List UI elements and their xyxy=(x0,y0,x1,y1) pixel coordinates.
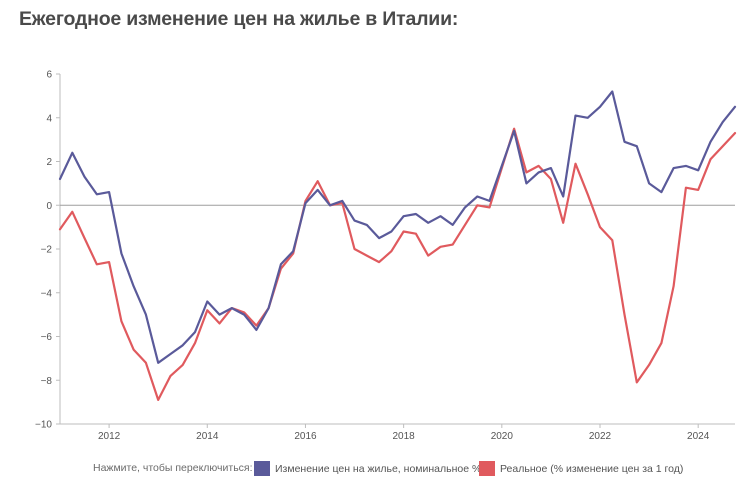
x-tick-label: 2012 xyxy=(98,431,121,442)
y-tick-label: −4 xyxy=(41,288,53,299)
legend-swatch-nominal xyxy=(254,461,270,476)
y-tick-label: −6 xyxy=(41,332,53,343)
y-tick-label: −8 xyxy=(41,376,53,387)
series-line-nominal xyxy=(58,90,737,364)
y-tick-label: 6 xyxy=(46,70,52,81)
y-tick-label: 2 xyxy=(46,157,52,168)
legend-swatch-real xyxy=(479,461,495,476)
x-tick-label: 2016 xyxy=(294,431,317,442)
legend-toggle-real[interactable]: Реальное (% изменение цен за 1 год) xyxy=(479,461,683,476)
x-tick-label: 2018 xyxy=(393,431,416,442)
series-line-real xyxy=(58,127,737,401)
legend-label-nominal: Изменение цен на жилье, номинальное % xyxy=(275,462,482,475)
chart-title: Ежегодное изменение цен на жилье в Итали… xyxy=(19,8,459,30)
series-lines xyxy=(58,90,737,401)
legend-toggle-nominal[interactable]: Изменение цен на жилье, номинальное % xyxy=(254,461,481,476)
x-axis: 2012 2014 2016 2018 2020 2022 2024 xyxy=(60,423,735,442)
y-tick-label: −10 xyxy=(35,420,52,431)
x-tick-label: 2014 xyxy=(196,431,219,442)
legend-label-real: Реальное (% изменение цен за 1 год) xyxy=(500,462,684,475)
y-tick-label: 0 xyxy=(46,201,52,212)
x-tick-label: 2020 xyxy=(491,431,514,442)
y-axis: 6 4 2 0 −2 −4 −6 −8 −10 xyxy=(35,70,735,431)
x-tick-label: 2022 xyxy=(589,431,612,442)
line-chart: 6 4 2 0 −2 −4 −6 −8 −10 2012 2014 2016 2018 2020 2022… xyxy=(35,70,737,442)
x-tick-label: 2024 xyxy=(687,431,710,442)
y-tick-label: 4 xyxy=(46,113,52,124)
y-tick-label: −2 xyxy=(41,245,53,256)
legend: Нажмите, чтобы переключиться: Изменение … xyxy=(0,461,752,479)
legend-prompt: Нажмите, чтобы переключиться: xyxy=(93,462,253,474)
